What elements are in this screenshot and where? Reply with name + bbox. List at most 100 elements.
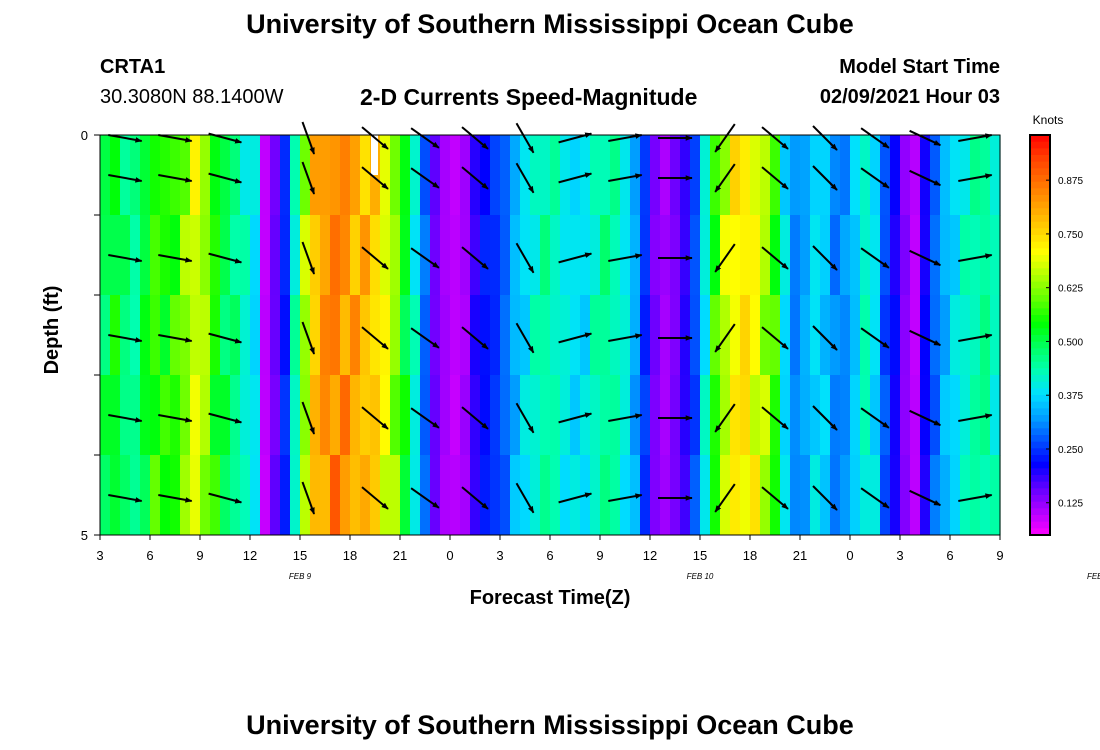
x-axis-label: Forecast Time(Z) xyxy=(470,587,631,609)
heat-cell xyxy=(310,375,321,456)
heat-cell xyxy=(610,455,621,536)
heat-cell xyxy=(790,215,801,296)
colorbar-segment xyxy=(1030,408,1050,416)
colorbar-segment xyxy=(1030,335,1050,343)
heat-cell xyxy=(610,375,621,456)
heat-cell xyxy=(260,455,271,536)
colorbar-segment xyxy=(1030,281,1050,289)
colorbar-segment xyxy=(1030,255,1050,263)
heat-cell xyxy=(790,135,801,216)
heat-cell xyxy=(390,135,401,216)
date-label: FEB 10 xyxy=(687,572,714,581)
heat-cell xyxy=(860,455,871,536)
heat-cell xyxy=(750,295,761,376)
heat-cell xyxy=(570,135,581,216)
heat-cell xyxy=(900,295,911,376)
heat-cell xyxy=(400,455,411,536)
heat-cell xyxy=(220,455,231,536)
heat-cell xyxy=(380,215,391,296)
colorbar-segment xyxy=(1030,435,1050,443)
heat-cell xyxy=(620,375,631,456)
current-arrow xyxy=(558,252,593,264)
heat-cell xyxy=(250,215,261,296)
heat-cell xyxy=(970,375,981,456)
heat-cell xyxy=(610,135,621,216)
heat-cell xyxy=(860,295,871,376)
heat-cell xyxy=(970,295,981,376)
colorbar-segment xyxy=(1030,321,1050,329)
current-arrow xyxy=(909,169,942,187)
heat-cell xyxy=(680,375,691,456)
x-tick-label: 21 xyxy=(793,548,807,563)
heat-cell xyxy=(150,455,161,536)
heat-cell xyxy=(740,375,751,456)
heat-cell xyxy=(410,455,421,536)
heat-cell xyxy=(650,135,661,216)
heat-cell xyxy=(320,215,331,296)
heat-cell xyxy=(530,455,541,536)
current-arrow xyxy=(860,167,890,189)
heat-cell xyxy=(390,455,401,536)
heat-cell xyxy=(590,135,601,216)
heat-cell xyxy=(380,135,391,216)
current-arrow xyxy=(558,492,593,504)
heat-cell xyxy=(890,375,901,456)
heat-cell xyxy=(310,455,321,536)
heat-cell xyxy=(800,295,811,376)
heat-cell xyxy=(830,215,841,296)
heat-cell xyxy=(360,455,371,536)
heat-cell xyxy=(470,375,481,456)
heat-cell xyxy=(950,295,961,376)
heat-cell xyxy=(300,135,311,216)
heat-cell xyxy=(970,135,981,216)
colorbar-segment xyxy=(1030,248,1050,256)
heat-cell xyxy=(420,215,431,296)
current-arrow xyxy=(208,412,243,424)
heat-cell xyxy=(820,295,831,376)
heat-cell xyxy=(150,295,161,376)
heat-cell xyxy=(930,455,941,536)
heat-cell xyxy=(640,215,651,296)
current-arrow xyxy=(812,245,838,271)
heat-cell xyxy=(920,135,931,216)
heat-cell xyxy=(740,135,751,216)
current-arrow xyxy=(410,247,440,269)
heat-cell xyxy=(530,135,541,216)
heat-cell xyxy=(120,295,131,376)
current-arrow xyxy=(361,166,389,190)
current-arrow xyxy=(361,126,389,150)
heat-cell xyxy=(910,135,921,216)
x-tick-label: 12 xyxy=(243,548,257,563)
current-arrow xyxy=(108,174,143,183)
heat-cell xyxy=(720,375,731,456)
heat-cell xyxy=(340,455,351,536)
heat-cell xyxy=(290,375,301,456)
current-arrow xyxy=(208,332,243,344)
current-arrow xyxy=(301,321,316,355)
heat-cell xyxy=(550,295,561,376)
heat-cell xyxy=(850,295,861,376)
heat-cell xyxy=(820,375,831,456)
heat-cell xyxy=(890,215,901,296)
colorbar-segment xyxy=(1030,308,1050,316)
heat-cell xyxy=(460,455,471,536)
heat-cell xyxy=(530,215,541,296)
heat-cell xyxy=(280,215,291,296)
heat-cell xyxy=(380,375,391,456)
current-arrow xyxy=(410,127,440,149)
heat-cell xyxy=(780,215,791,296)
heat-cell xyxy=(590,455,601,536)
heat-cell xyxy=(430,135,441,216)
heat-cell xyxy=(500,135,511,216)
heat-cell xyxy=(560,375,571,456)
current-arrow xyxy=(608,333,643,342)
heat-cell xyxy=(930,295,941,376)
current-arrow xyxy=(208,252,243,264)
colorbar-tick-label: 0.750 xyxy=(1058,230,1083,241)
heat-cell xyxy=(560,295,571,376)
heat-cell xyxy=(710,455,721,536)
heat-cell xyxy=(270,375,281,456)
heat-cell xyxy=(780,375,791,456)
heat-cell xyxy=(450,295,461,376)
heat-cell xyxy=(790,455,801,536)
